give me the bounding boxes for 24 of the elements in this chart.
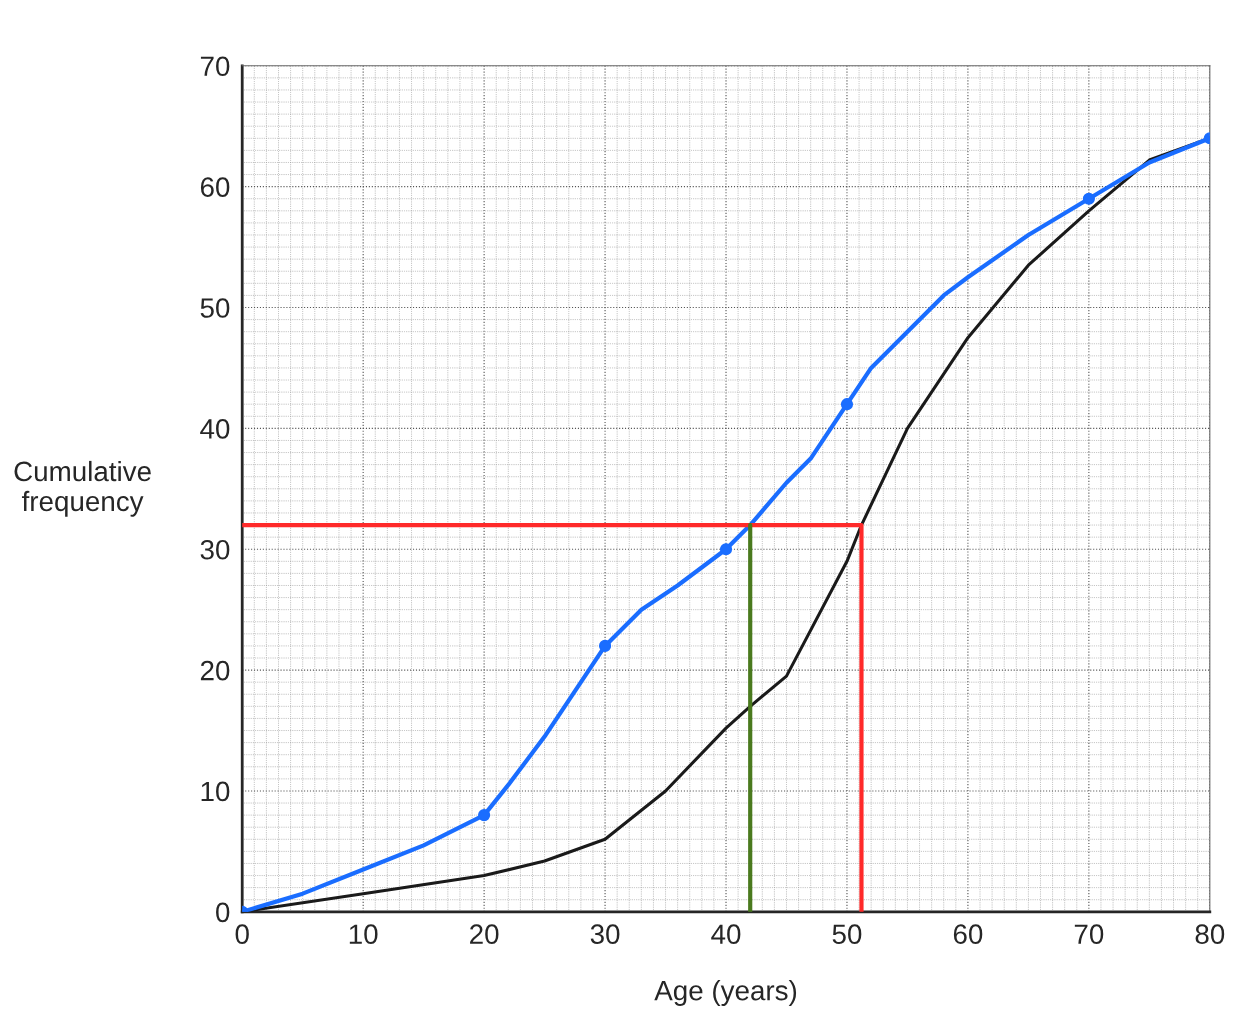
y-tick-label: 10	[201, 781, 230, 802]
y-tick-label: 40	[200, 419, 230, 439]
y-tick-label: 60	[200, 177, 230, 197]
point	[598, 639, 612, 652]
x-tick-label: 60	[953, 924, 983, 945]
point	[840, 398, 854, 411]
y-tick-label: 20	[200, 660, 230, 681]
y-tick-label: 30	[200, 539, 230, 560]
point	[1082, 192, 1095, 205]
x-axis-title: Age (years)	[654, 980, 797, 1006]
y-tick-label: 0	[216, 902, 230, 923]
x-tick-label: 40	[711, 924, 741, 945]
x-tick-label: 10	[349, 924, 378, 945]
y-tick-label: 70	[200, 56, 230, 77]
x-tick-label: 80	[1195, 924, 1225, 945]
x-tick-label: 30	[590, 924, 620, 945]
point	[478, 809, 491, 822]
x-tick-label: 70	[1074, 924, 1104, 945]
x-tick-label: 50	[832, 924, 862, 945]
x-tick-label: 0	[235, 924, 249, 945]
y-tick-label: 50	[200, 298, 230, 318]
point	[719, 543, 733, 556]
y-axis-title: Cumulative frequency	[14, 460, 151, 517]
x-tick-label: 20	[470, 924, 499, 945]
